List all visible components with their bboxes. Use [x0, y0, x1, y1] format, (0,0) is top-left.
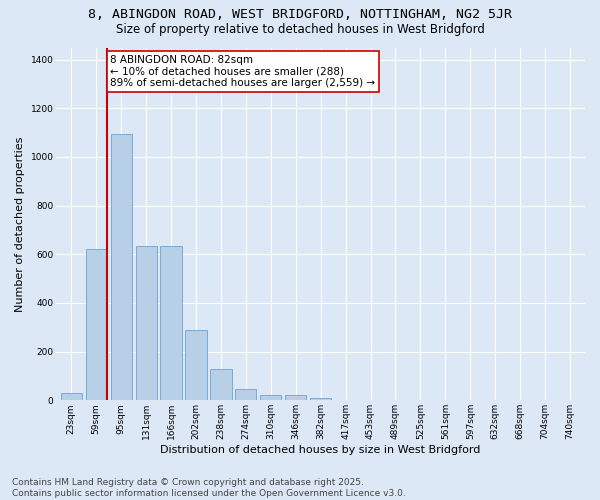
- Bar: [160, 246, 182, 400]
- Y-axis label: Number of detached properties: Number of detached properties: [15, 136, 25, 312]
- Text: 8 ABINGDON ROAD: 82sqm
← 10% of detached houses are smaller (288)
89% of semi-de: 8 ABINGDON ROAD: 82sqm ← 10% of detached…: [110, 55, 376, 88]
- Text: Contains HM Land Registry data © Crown copyright and database right 2025.
Contai: Contains HM Land Registry data © Crown c…: [12, 478, 406, 498]
- Bar: [235, 389, 256, 400]
- Bar: [185, 330, 206, 400]
- Text: 8, ABINGDON ROAD, WEST BRIDGFORD, NOTTINGHAM, NG2 5JR: 8, ABINGDON ROAD, WEST BRIDGFORD, NOTTIN…: [88, 8, 512, 20]
- Text: Size of property relative to detached houses in West Bridgford: Size of property relative to detached ho…: [116, 22, 484, 36]
- Bar: [110, 134, 132, 400]
- Bar: [260, 394, 281, 400]
- Bar: [211, 368, 232, 400]
- Bar: [285, 396, 307, 400]
- Bar: [61, 393, 82, 400]
- X-axis label: Distribution of detached houses by size in West Bridgford: Distribution of detached houses by size …: [160, 445, 481, 455]
- Bar: [86, 250, 107, 400]
- Bar: [310, 398, 331, 400]
- Bar: [136, 246, 157, 400]
